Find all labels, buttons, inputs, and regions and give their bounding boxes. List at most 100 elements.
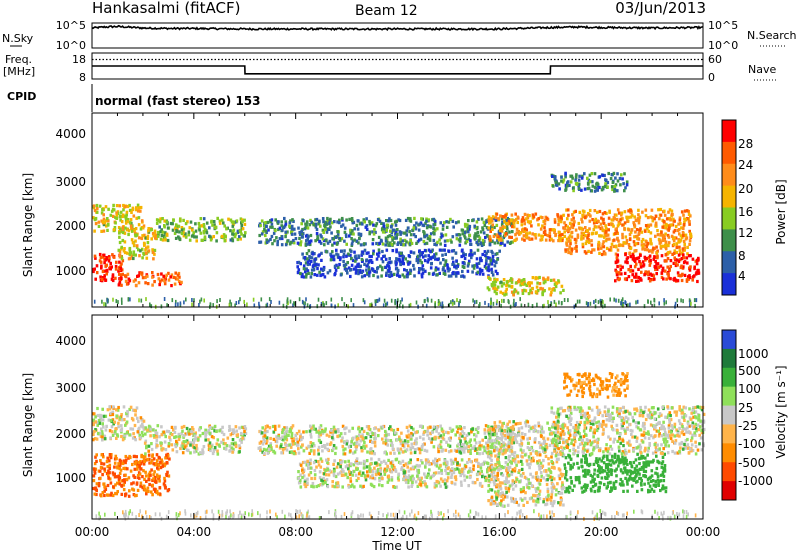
velocity-cell (288, 430, 291, 434)
power-cell (104, 278, 108, 282)
velocity-cell (145, 492, 148, 496)
velocity-cell (341, 424, 345, 428)
power-cell (616, 253, 619, 257)
velocity-cell (284, 437, 287, 441)
power-cell (405, 229, 408, 233)
velocity-cell (420, 446, 424, 450)
velocity-cell (133, 494, 137, 498)
velocity-cell (312, 427, 316, 431)
power-cell (351, 239, 355, 243)
power-cell (535, 285, 539, 289)
power-cell (332, 237, 335, 241)
power-cell (466, 269, 470, 273)
velocity-cell (113, 431, 117, 435)
velocity-cell (295, 432, 299, 436)
velocity-cell (94, 428, 97, 432)
velocity-cell (347, 467, 350, 471)
velocity-cell (305, 446, 309, 450)
power-cell (150, 237, 153, 241)
velocity-cell (193, 439, 196, 443)
power-cell (654, 234, 657, 238)
velocity-cell (413, 465, 417, 469)
power-cell (260, 297, 263, 302)
power-cell (200, 224, 203, 228)
power-cell (309, 218, 312, 222)
power-cell (123, 205, 127, 209)
velocity-cell (343, 473, 346, 477)
velocity-cell (167, 442, 171, 446)
power-cell (92, 216, 95, 220)
power-cell (672, 261, 676, 265)
velocity-cell (263, 434, 267, 438)
velocity-cell (155, 489, 159, 493)
velocity-cell (373, 477, 377, 481)
power-cell (134, 283, 138, 287)
velocity-cell (114, 427, 117, 431)
power-cell (350, 237, 353, 241)
velocity-cell (368, 470, 372, 474)
power-cell (137, 248, 140, 252)
power-cell (574, 209, 577, 213)
power-cell (230, 220, 234, 224)
power-cell (152, 234, 156, 238)
power-cell (485, 259, 488, 263)
velocity-cell (170, 443, 173, 447)
velocity-cell (430, 462, 433, 466)
power-cell (274, 218, 277, 222)
velocity-cell (99, 459, 102, 463)
velocity-cell (409, 478, 412, 482)
power-cell (513, 288, 517, 292)
power-cell (543, 222, 547, 226)
power-cell (359, 264, 362, 268)
power-cell (555, 183, 559, 187)
velocity-cell (301, 475, 304, 480)
power-cell (427, 254, 430, 258)
power-cell (286, 299, 289, 304)
power-cell (310, 272, 313, 276)
velocity-cell (318, 431, 322, 435)
velocity-cell (100, 430, 104, 434)
velocity-cell (467, 449, 471, 454)
power-cell (353, 255, 357, 259)
power-cell (496, 238, 499, 242)
power-cell (292, 238, 295, 243)
power-cell (357, 272, 360, 276)
power-cell (655, 272, 658, 276)
power-cell (417, 271, 421, 275)
power-cell (636, 217, 640, 221)
velocity-cell (181, 444, 185, 448)
power-cell (515, 302, 517, 306)
power-cell (690, 301, 692, 306)
velocity-cell (373, 444, 377, 448)
velocity-cell (345, 439, 349, 443)
velocity-cell (161, 447, 165, 451)
power-cell (180, 228, 184, 232)
velocity-cell (112, 473, 115, 477)
power-cell (569, 239, 572, 243)
power-cell (491, 223, 494, 227)
power-cell (401, 243, 405, 247)
power-cell (281, 228, 284, 232)
velocity-cell (441, 448, 445, 452)
velocity-cell (432, 445, 436, 449)
power-cell (688, 242, 691, 246)
velocity-cell (390, 428, 393, 432)
velocity-cell (391, 443, 394, 448)
velocity-cell (135, 455, 138, 459)
velocity-cell (438, 457, 441, 462)
power-cell (623, 227, 626, 231)
velocity-cell (375, 469, 378, 473)
power-cell (623, 210, 627, 214)
velocity-cell (194, 449, 198, 453)
velocity-cell (269, 442, 273, 446)
power-cell (531, 287, 534, 291)
velocity-cell (182, 424, 186, 429)
power-cell (546, 276, 550, 280)
velocity-cell (266, 424, 269, 428)
power-cell (350, 242, 354, 246)
velocity-cell (157, 463, 161, 467)
power-cell (623, 221, 627, 225)
velocity-cell (371, 432, 374, 436)
power-cell (354, 259, 357, 263)
velocity-cell (456, 448, 460, 452)
